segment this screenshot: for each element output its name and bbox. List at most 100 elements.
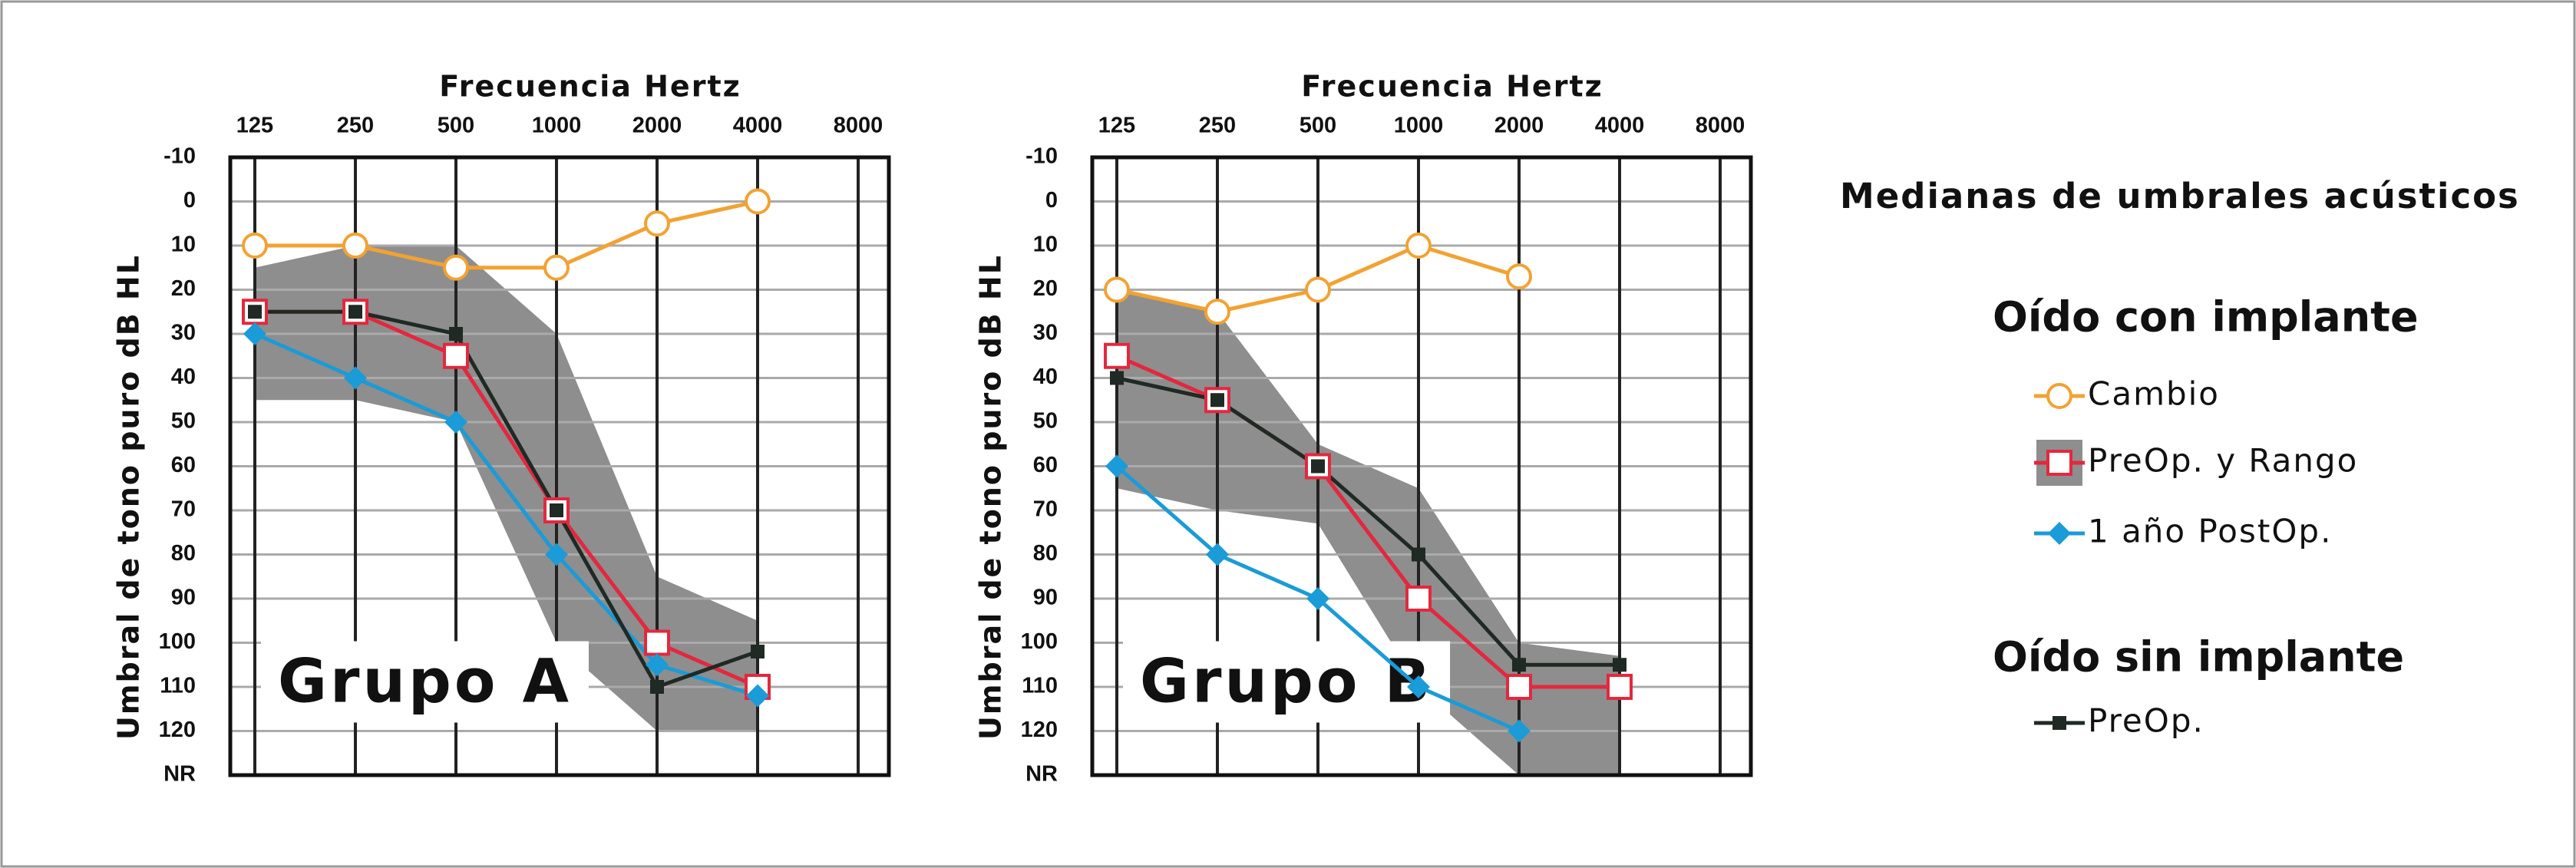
marker xyxy=(1405,586,1432,612)
y-tick-label: 80 xyxy=(1033,541,1058,566)
y-tick-label: 100 xyxy=(1021,629,1058,654)
marker xyxy=(248,305,262,319)
legend-label: Cambio xyxy=(2088,375,2220,413)
x-tick-label: 500 xyxy=(1300,114,1336,138)
y-tick-label: 120 xyxy=(159,718,196,742)
marker xyxy=(543,254,570,281)
y-axis-title: Umbral de tono puro dB HL xyxy=(974,254,1008,740)
x-tick-label: 8000 xyxy=(834,114,883,138)
marker xyxy=(1506,674,1532,700)
x-tick-label: 250 xyxy=(1199,114,1236,138)
marker xyxy=(1104,276,1130,303)
marker xyxy=(1110,371,1124,385)
series-line xyxy=(1116,376,1620,667)
marker xyxy=(1405,233,1432,259)
y-tick-label: 60 xyxy=(1033,453,1058,477)
y-tick-label: 60 xyxy=(171,453,196,477)
marker xyxy=(550,503,563,517)
marker xyxy=(1204,299,1230,325)
marker xyxy=(1613,658,1627,672)
legend-group-title: Oído sin implante xyxy=(1993,633,2404,682)
plot-border xyxy=(228,155,891,777)
y-tick-label: 20 xyxy=(171,276,196,301)
marker xyxy=(2046,450,2072,476)
marker xyxy=(443,254,469,281)
y-tick-label: 0 xyxy=(1045,188,1058,213)
marker xyxy=(745,188,771,215)
y-tick-label: 90 xyxy=(1033,586,1058,610)
y-tick-label: 100 xyxy=(159,629,196,654)
x-tick-label: 4000 xyxy=(1595,114,1645,138)
series-line xyxy=(253,332,758,698)
marker xyxy=(1104,342,1130,369)
marker xyxy=(342,233,368,259)
y-tick-label: 70 xyxy=(1033,497,1058,522)
marker xyxy=(2048,522,2071,545)
annotation-background xyxy=(261,641,589,723)
marker xyxy=(344,366,367,390)
marker xyxy=(444,411,467,434)
y-tick-label: 110 xyxy=(1022,674,1058,698)
marker xyxy=(646,653,669,677)
y-tick-label: -10 xyxy=(1025,144,1058,169)
y-tick-label: NR xyxy=(1025,762,1058,787)
x-tick-label: 125 xyxy=(1098,114,1135,138)
marker xyxy=(1512,658,1526,672)
x-tick-label: 1000 xyxy=(1394,114,1444,138)
y-tick-label: 70 xyxy=(171,497,196,522)
marker xyxy=(1210,393,1224,408)
y-tick-label: 40 xyxy=(171,365,196,389)
series-line xyxy=(255,200,758,270)
marker xyxy=(1206,543,1229,566)
legend-label: 1 año PostOp. xyxy=(2088,513,2332,550)
y-tick-label: NR xyxy=(163,762,196,787)
marker xyxy=(751,645,765,658)
y-tick-label: 120 xyxy=(1021,718,1058,742)
marker xyxy=(1311,459,1325,474)
x-tick-label: 1000 xyxy=(532,114,582,138)
marker xyxy=(443,342,469,369)
y-tick-label: 30 xyxy=(1033,321,1058,345)
x-tick-label: 125 xyxy=(236,114,273,138)
marker xyxy=(449,327,463,341)
y-tick-label: 80 xyxy=(171,541,196,566)
marker xyxy=(1305,276,1331,303)
marker xyxy=(2046,383,2072,409)
legend-label: PreOp. xyxy=(2088,702,2204,740)
marker xyxy=(1306,587,1329,610)
marker xyxy=(1506,263,1532,290)
legend-title: Medianas de umbrales acústicos xyxy=(1840,176,2520,216)
y-tick-label: 50 xyxy=(171,409,196,434)
marker xyxy=(1508,719,1531,743)
marker xyxy=(243,322,266,345)
y-tick-label: 40 xyxy=(1033,365,1058,389)
marker xyxy=(1607,674,1633,700)
marker xyxy=(1105,454,1128,478)
marker xyxy=(644,210,670,237)
marker xyxy=(342,299,368,325)
y-tick-label: -10 xyxy=(163,144,196,169)
x-axis-title: Frecuencia Hertz xyxy=(1301,70,1603,104)
series-line xyxy=(255,309,758,690)
annotation: Grupo A xyxy=(278,647,572,716)
legend-label: PreOp. y Rango xyxy=(2088,442,2358,480)
y-tick-label: 20 xyxy=(1033,276,1058,301)
marker xyxy=(2053,716,2066,730)
annotation-background xyxy=(1123,641,1451,723)
series-line xyxy=(1115,354,1620,689)
marker xyxy=(1412,547,1425,562)
y-axis-title: Umbral de tono puro dB HL xyxy=(112,254,146,740)
marker xyxy=(650,680,664,694)
y-tick-label: 110 xyxy=(160,674,196,698)
y-tick-label: 0 xyxy=(183,188,196,213)
y-tick-label: 10 xyxy=(1033,233,1058,257)
x-tick-label: 2000 xyxy=(632,114,682,138)
x-tick-label: 4000 xyxy=(733,114,783,138)
marker xyxy=(644,629,670,656)
y-tick-label: 50 xyxy=(1033,409,1058,434)
y-tick-label: 90 xyxy=(171,586,196,610)
y-tick-label: 30 xyxy=(171,321,196,345)
x-tick-label: 500 xyxy=(438,114,474,138)
marker xyxy=(545,543,568,566)
